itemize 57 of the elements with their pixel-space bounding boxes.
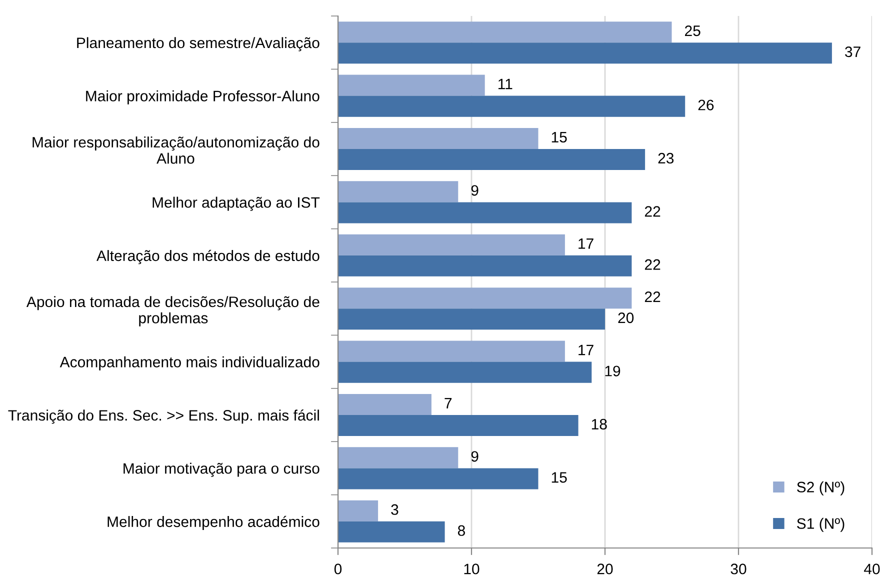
y-tick-label: Alteração dos métodos de estudo (96, 250, 320, 264)
data-label: 15 (552, 132, 567, 143)
y-tick-label: Melhor desempenho académico (108, 516, 320, 530)
bar (338, 181, 458, 202)
bar (338, 149, 646, 170)
bar (338, 362, 592, 383)
bar (338, 500, 378, 522)
data-label: 22 (644, 259, 660, 270)
data-label: 20 (618, 312, 634, 324)
x-tick-label: 40 (864, 564, 880, 574)
data-label: 22 (644, 206, 660, 217)
bar (338, 234, 565, 256)
data-label: 3 (391, 504, 398, 515)
data-label: 15 (552, 472, 567, 483)
bar (338, 447, 458, 468)
bar (338, 468, 538, 490)
data-label: 26 (698, 100, 714, 110)
data-label: 25 (685, 26, 700, 36)
x-tick-label: 20 (597, 564, 613, 574)
data-label: 23 (658, 152, 674, 164)
x-tick-label: 30 (730, 564, 746, 574)
data-label: 9 (471, 451, 478, 462)
data-label: 17 (578, 238, 594, 249)
bar (338, 415, 578, 436)
bar (338, 288, 632, 309)
bar (338, 22, 672, 43)
bar (338, 128, 538, 149)
y-tick-label: Planeamento do semestre/Avaliação (77, 37, 320, 52)
data-label: 8 (458, 525, 465, 536)
data-label: 22 (644, 292, 660, 302)
data-label: 17 (578, 344, 594, 356)
data-label: 9 (471, 185, 478, 196)
data-label: 37 (845, 46, 860, 58)
y-tick-label: Melhor adaptação ao IST (152, 196, 320, 211)
bar (338, 202, 632, 224)
bar (338, 255, 632, 276)
legend-label: S2 (Nº) (797, 481, 844, 496)
y-tick-label: Transição do Ens. Sec. >> Ens. Sup. mais fácil (8, 409, 319, 424)
bar (338, 521, 445, 542)
bar (338, 96, 686, 117)
bar (338, 74, 485, 96)
bar (338, 340, 565, 362)
y-tick-label: Maior responsabilização/autonomização do Aluno (32, 136, 320, 164)
data-label: 18 (592, 418, 607, 430)
y-tick-label: Maior proximidade Professor-Aluno (86, 90, 320, 104)
x-tick-label: 10 (464, 564, 480, 574)
bar (338, 394, 432, 415)
legend-label: S1 (Nº) (797, 518, 844, 532)
y-tick-label: Acompanhamento mais individualizado (60, 356, 320, 370)
x-tick-label: 0 (334, 564, 342, 574)
y-tick-label: Maior motivação para o curso (124, 462, 320, 477)
data-label: 19 (605, 366, 620, 376)
data-label: 11 (498, 78, 512, 90)
y-tick-label: Apoio na tomada de decisões/Resolução de problemas (26, 296, 320, 326)
bar (338, 42, 832, 64)
data-label: 7 (444, 398, 452, 408)
bar (338, 308, 605, 330)
